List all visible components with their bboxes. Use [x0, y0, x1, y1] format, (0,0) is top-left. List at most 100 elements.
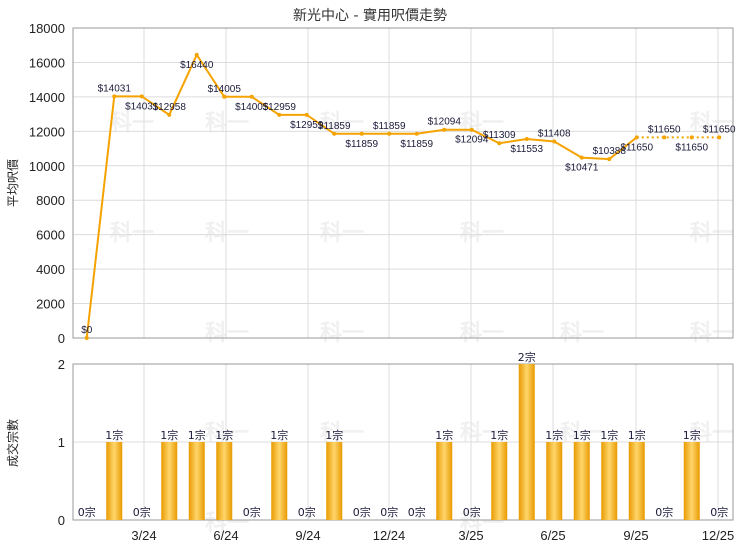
data-point	[249, 94, 254, 99]
count-bar	[436, 442, 453, 520]
data-label: $14005	[235, 102, 269, 113]
data-point	[222, 94, 227, 99]
bar-label: 1宗	[683, 428, 701, 442]
bar-label: 0宗	[78, 505, 96, 519]
data-label: $11650	[648, 124, 681, 135]
bar-label: 1宗	[490, 428, 508, 442]
plot-frame	[72, 27, 734, 339]
bar-label: 0宗	[655, 505, 673, 519]
x-tick-label: 6/25	[540, 528, 565, 543]
watermark-text: 科一	[460, 221, 504, 246]
data-point	[277, 112, 282, 117]
watermark-text: 科一	[460, 321, 504, 346]
plot-frame	[72, 363, 734, 521]
data-point	[194, 52, 199, 57]
data-label: $12958	[153, 102, 187, 113]
data-point	[414, 131, 419, 136]
count-bar	[518, 364, 535, 520]
data-label: $11859	[373, 121, 406, 132]
data-point	[717, 135, 722, 140]
bar-label: 1宗	[600, 428, 618, 442]
y-tick-label: 12000	[29, 124, 65, 139]
y-tick-label: 18000	[29, 21, 65, 36]
data-label: $11408	[538, 129, 571, 140]
data-point	[524, 137, 529, 142]
watermark-text: 科一	[110, 221, 154, 246]
count-axis-title: 成交宗數	[5, 419, 20, 467]
data-point	[332, 131, 337, 136]
count-bar	[161, 442, 178, 520]
watermark-text: 科一	[110, 111, 154, 136]
data-label: $12094	[455, 135, 489, 146]
data-point	[607, 157, 612, 162]
x-tick-label: 12/25	[702, 528, 735, 543]
bar-label: 0宗	[710, 505, 728, 519]
data-label: $11650	[703, 124, 736, 135]
bar-label: 2宗	[518, 350, 536, 364]
data-label: $0	[81, 325, 93, 336]
data-point	[139, 94, 144, 99]
count-bar	[601, 442, 618, 520]
bar-label: 1宗	[105, 428, 123, 442]
count-bar	[326, 442, 343, 520]
y-tick-label: 4000	[36, 262, 65, 277]
data-point	[634, 135, 639, 140]
bar-label: 1宗	[215, 428, 233, 442]
x-tick-label: 9/24	[295, 528, 320, 543]
data-point	[84, 336, 89, 340]
data-label: $16440	[180, 60, 214, 71]
data-label: $11650	[620, 142, 653, 153]
data-label: $11553	[510, 144, 543, 155]
watermark-text: 科一	[560, 321, 604, 346]
data-point	[497, 141, 502, 146]
count-bar	[628, 442, 645, 520]
data-point	[304, 112, 309, 117]
count-bar	[546, 442, 563, 520]
bar-label: 1宗	[325, 428, 343, 442]
bar-label: 1宗	[628, 428, 646, 442]
data-label: $12094	[428, 117, 462, 128]
count-bar	[683, 442, 700, 520]
watermark-text: 科一	[320, 221, 364, 246]
x-tick-label: 9/25	[623, 528, 648, 543]
y-tick-label: 8000	[36, 193, 65, 208]
watermark-text: 科一	[205, 321, 249, 346]
data-label: $12959	[263, 102, 297, 113]
data-point	[662, 135, 667, 140]
data-point	[579, 155, 584, 160]
y-tick-label: 10000	[29, 159, 65, 174]
bar-label: 0宗	[243, 505, 261, 519]
count-bar	[573, 442, 590, 520]
bar-label: 0宗	[380, 505, 398, 519]
x-tick-label: 6/24	[213, 528, 238, 543]
bar-label: 0宗	[353, 505, 371, 519]
bar-label: 1宗	[160, 428, 178, 442]
transaction-bar-panel: 0 1 2 0宗 1宗 0宗 1宗 1宗 1宗 0宗 1宗 0宗 1宗 0宗 0宗 0宗 1宗 0宗 1宗 2宗 1宗 1…	[58, 350, 735, 543]
watermark-text: 科一	[320, 321, 364, 346]
data-label: $11859	[345, 139, 378, 150]
watermark-text: 科一	[690, 321, 734, 346]
count-bar	[216, 442, 233, 520]
count-bar	[188, 442, 205, 520]
price-axis-title: 平均呎價	[6, 159, 20, 207]
y-tick-label: 2000	[36, 297, 65, 312]
bar-label: 0宗	[298, 505, 316, 519]
watermark-text: 科一	[205, 221, 249, 246]
y-tick-label: 2	[58, 357, 65, 372]
watermark-text: 科一	[205, 111, 249, 136]
bar-label: 0宗	[408, 505, 426, 519]
x-tick-label: 12/24	[373, 528, 406, 543]
data-label: $11309	[483, 130, 516, 141]
data-label: $14031	[98, 83, 132, 94]
data-point	[387, 131, 392, 136]
bar-label: 1宗	[188, 428, 206, 442]
data-label: $14031	[125, 101, 159, 112]
data-point	[359, 131, 364, 136]
bar-label: 1宗	[545, 428, 563, 442]
data-point	[167, 112, 172, 117]
data-point	[552, 139, 557, 144]
bar-label: 1宗	[270, 428, 288, 442]
data-point	[112, 94, 117, 99]
y-tick-label: 16000	[29, 55, 65, 70]
